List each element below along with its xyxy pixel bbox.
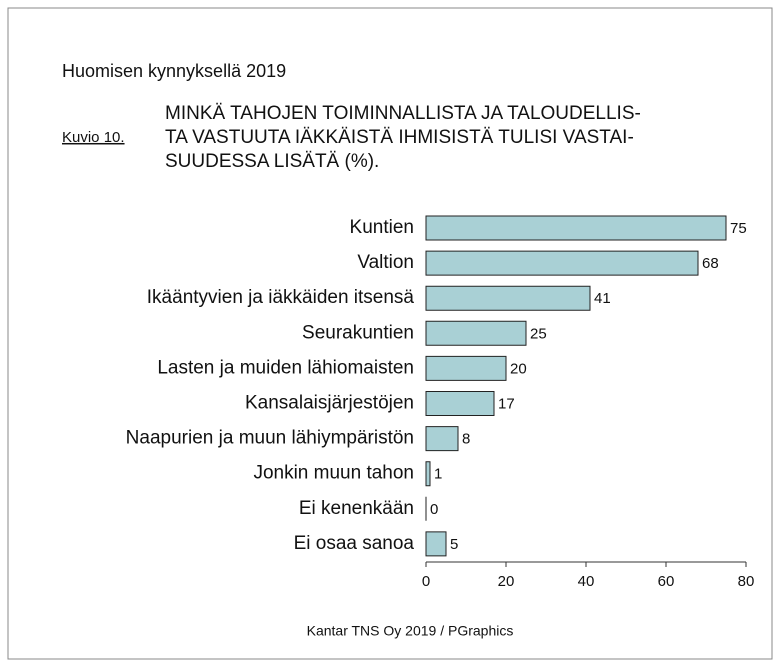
y-tick-label: Kuntien	[350, 217, 414, 238]
value-label: 68	[702, 255, 719, 272]
y-tick-label: Ei kenenkään	[299, 498, 414, 519]
bar	[425, 426, 459, 452]
x-tick-label: 20	[498, 573, 515, 590]
x-tick-label: 40	[578, 573, 595, 590]
title: MINKÄ TAHOJEN TOIMINNALLISTA JA TALOUDEL…	[165, 103, 641, 172]
y-tick-label: Ei osaa sanoa	[294, 533, 415, 554]
header: Huomisen kynnyksellä 2019	[62, 61, 286, 81]
value-label: 75	[730, 220, 747, 237]
bar	[425, 461, 431, 487]
value-label: 0	[430, 501, 438, 518]
bar	[425, 355, 507, 381]
x-tick-label: 80	[738, 573, 755, 590]
value-label: 20	[510, 360, 527, 377]
value-label: 5	[450, 536, 458, 553]
title-line: MINKÄ TAHOJEN TOIMINNALLISTA JA TALOUDEL…	[165, 103, 641, 124]
figure-label: Kuvio 10.	[62, 129, 125, 146]
bar	[425, 215, 727, 241]
y-tick-label: Naapurien ja muun lähiympäristön	[126, 428, 414, 449]
bar	[425, 531, 447, 557]
x-tick-label: 60	[658, 573, 675, 590]
value-label: 1	[434, 466, 442, 483]
title-line: SUUDESSA LISÄTÄ (%).	[165, 151, 379, 172]
y-tick-label: Seurakuntien	[302, 322, 414, 343]
x-tick-label: 0	[422, 573, 430, 590]
bar	[425, 250, 699, 276]
y-tick-label: Lasten ja muiden lähiomaisten	[157, 357, 414, 378]
y-tick-label: Ikääntyvien ja iäkkäiden itsensä	[147, 287, 415, 308]
y-tick-label: Valtion	[357, 252, 414, 273]
value-label: 25	[530, 325, 547, 342]
bar	[425, 285, 591, 311]
source: Kantar TNS Oy 2019 / PGraphics	[307, 623, 514, 639]
bar	[425, 320, 527, 346]
frame	[7, 7, 773, 660]
y-tick-label: Kansalaisjärjestöjen	[245, 393, 414, 414]
value-label: 8	[462, 431, 470, 448]
value-label: 41	[594, 290, 611, 307]
bar	[425, 391, 495, 416]
y-tick-label: Jonkin muun tahon	[253, 463, 414, 484]
value-label: 17	[498, 395, 515, 412]
title-line: TA VASTUUTA IÄKKÄISTÄ IHMISISTÄ TULISI V…	[165, 127, 634, 148]
